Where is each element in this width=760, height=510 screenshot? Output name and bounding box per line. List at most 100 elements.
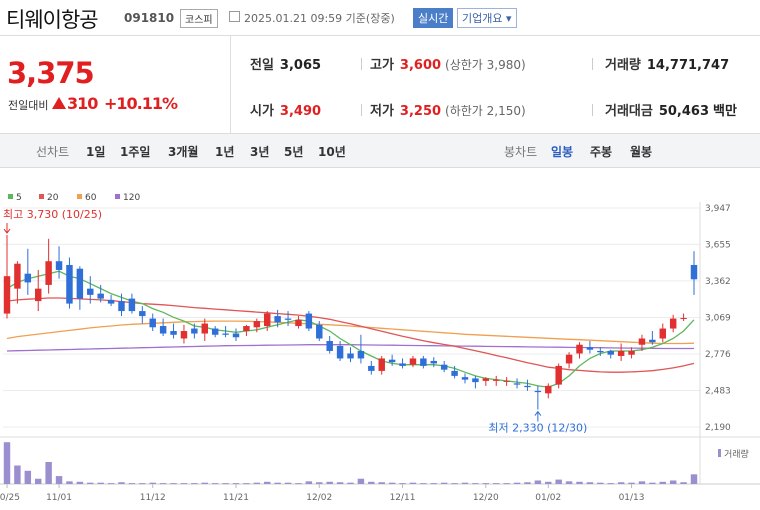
candle-body <box>586 347 594 350</box>
volume-bar <box>607 483 614 485</box>
amount-unit: 백만 <box>713 104 737 119</box>
y-tick-label: 2,190 <box>705 423 731 433</box>
volume-bar <box>316 482 323 484</box>
volume-bar <box>253 482 261 484</box>
volume-bar <box>368 481 375 484</box>
volume-bar <box>440 482 448 484</box>
prev-close-label: 전일 <box>250 58 274 73</box>
candle-body <box>524 385 531 388</box>
volume-bar <box>3 442 11 484</box>
candle-body <box>45 261 52 285</box>
candle-body <box>274 316 281 323</box>
volume-bar <box>284 482 292 484</box>
up-triangle-icon <box>52 97 66 109</box>
candle-body <box>128 298 136 312</box>
volume-bar <box>524 482 531 484</box>
volume-bars: 거래량 <box>3 442 749 485</box>
max-arrow-icon <box>3 223 11 234</box>
candle-body <box>97 293 104 299</box>
volume-bar <box>76 481 84 484</box>
low-cell: 저가 3,250 (하한가 2,150) <box>370 100 526 119</box>
candle-body <box>378 358 385 371</box>
calendar-icon <box>229 11 240 22</box>
lower-limit: (하한가 2,150) <box>445 104 526 118</box>
timestamp: 2025.01.21 09:59 기준(장중) <box>244 12 395 25</box>
current-price: 3,375 <box>7 56 95 90</box>
candle-body <box>159 326 167 334</box>
volume-bar <box>472 483 479 485</box>
volume-bar <box>243 483 250 485</box>
volume-swatch <box>718 449 721 457</box>
tab-daily[interactable]: 일봉 <box>551 145 574 159</box>
candle-body <box>180 331 188 339</box>
candle-body <box>24 273 32 283</box>
volume-bar <box>170 483 177 485</box>
tab-weekly[interactable]: 주봉 <box>590 145 613 159</box>
volume-bar <box>264 481 271 484</box>
high-cell: 고가 3,600 (상한가 3,980) <box>370 54 526 73</box>
candle-body <box>440 364 448 370</box>
price-chart[interactable]: 5 20 60 120 3,947 3,655 3,362 3,069 2,776 2,483 2… <box>0 168 760 510</box>
candle-body <box>493 379 500 381</box>
amount-cell: 거래대금 50,463 백만 <box>605 100 737 119</box>
y-tick-label: 3,362 <box>705 277 731 287</box>
candle-body <box>66 264 73 304</box>
high-value: 3,600 <box>399 58 442 73</box>
tab-1w[interactable]: 1주일 <box>120 145 151 159</box>
volume-bar <box>97 482 104 484</box>
candle-body <box>118 301 125 312</box>
company-info-dropdown[interactable]: 기업개요 ▾ <box>457 8 517 28</box>
volume-bar <box>409 482 417 484</box>
candle-body <box>243 326 250 332</box>
candle-body <box>295 319 302 327</box>
amount-label: 거래대금 <box>605 104 653 119</box>
candle-body <box>76 268 84 299</box>
candle-body <box>472 378 479 383</box>
candle-body <box>690 264 698 280</box>
tab-3y[interactable]: 3년 <box>250 145 270 159</box>
tab-3m[interactable]: 3개월 <box>168 145 199 159</box>
volume-label: 거래량 <box>605 58 641 73</box>
volume-bar <box>399 483 406 485</box>
candle-body <box>139 311 146 317</box>
legend-label: 5 <box>16 193 22 203</box>
annotations: 최고 3,730 (10/25) 최저 2,330 (12/30) <box>3 208 587 435</box>
candle-chart-label: 봉차트 <box>504 145 538 159</box>
candle-body <box>555 365 562 385</box>
candle-body <box>316 324 323 339</box>
candle-body <box>409 358 417 365</box>
stock-name: 티웨이항공 <box>6 8 99 32</box>
tab-monthly[interactable]: 월봉 <box>630 145 653 159</box>
volume-bar <box>180 483 188 485</box>
volume-bar <box>555 479 562 484</box>
legend-label: 20 <box>47 193 59 203</box>
chart-period-tabs: 선차트 1일 1주일 3개월 1년 3년 5년 10년 봉차트 일봉 주봉 월봉 <box>0 134 760 168</box>
candle-body <box>638 338 646 345</box>
candle-body <box>597 350 604 353</box>
tab-10y[interactable]: 10년 <box>318 145 346 159</box>
volume-bar <box>336 482 344 484</box>
price-change: 310 <box>67 94 98 113</box>
realtime-button[interactable]: 실시간 <box>413 8 454 28</box>
max-annotation: 최고 3,730 (10/25) <box>3 208 102 221</box>
volume-bar <box>451 483 458 485</box>
candle-body <box>430 360 437 364</box>
volume-bar <box>191 483 198 485</box>
line-chart-label: 선차트 <box>36 145 70 159</box>
volume-bar <box>107 483 115 485</box>
candle-body <box>284 318 292 320</box>
divider <box>592 58 593 70</box>
x-tick-label: 11/01 <box>46 493 72 503</box>
volume-bar <box>503 483 510 485</box>
candle-body <box>649 339 656 343</box>
price-change-pct: +10.11% <box>104 94 178 113</box>
volume-bar <box>274 482 281 484</box>
candle-body <box>420 358 427 366</box>
x-axis: 10/25 11/01 11/12 11/21 12/02 12/11 12/20 01/02… <box>0 484 645 503</box>
prev-close-value: 3,065 <box>279 58 322 73</box>
volume-bar <box>493 483 500 485</box>
amount-value: 50,463 <box>658 104 710 119</box>
tab-5y[interactable]: 5년 <box>284 145 304 159</box>
tab-1d[interactable]: 1일 <box>86 145 106 159</box>
tab-1y[interactable]: 1년 <box>215 145 235 159</box>
